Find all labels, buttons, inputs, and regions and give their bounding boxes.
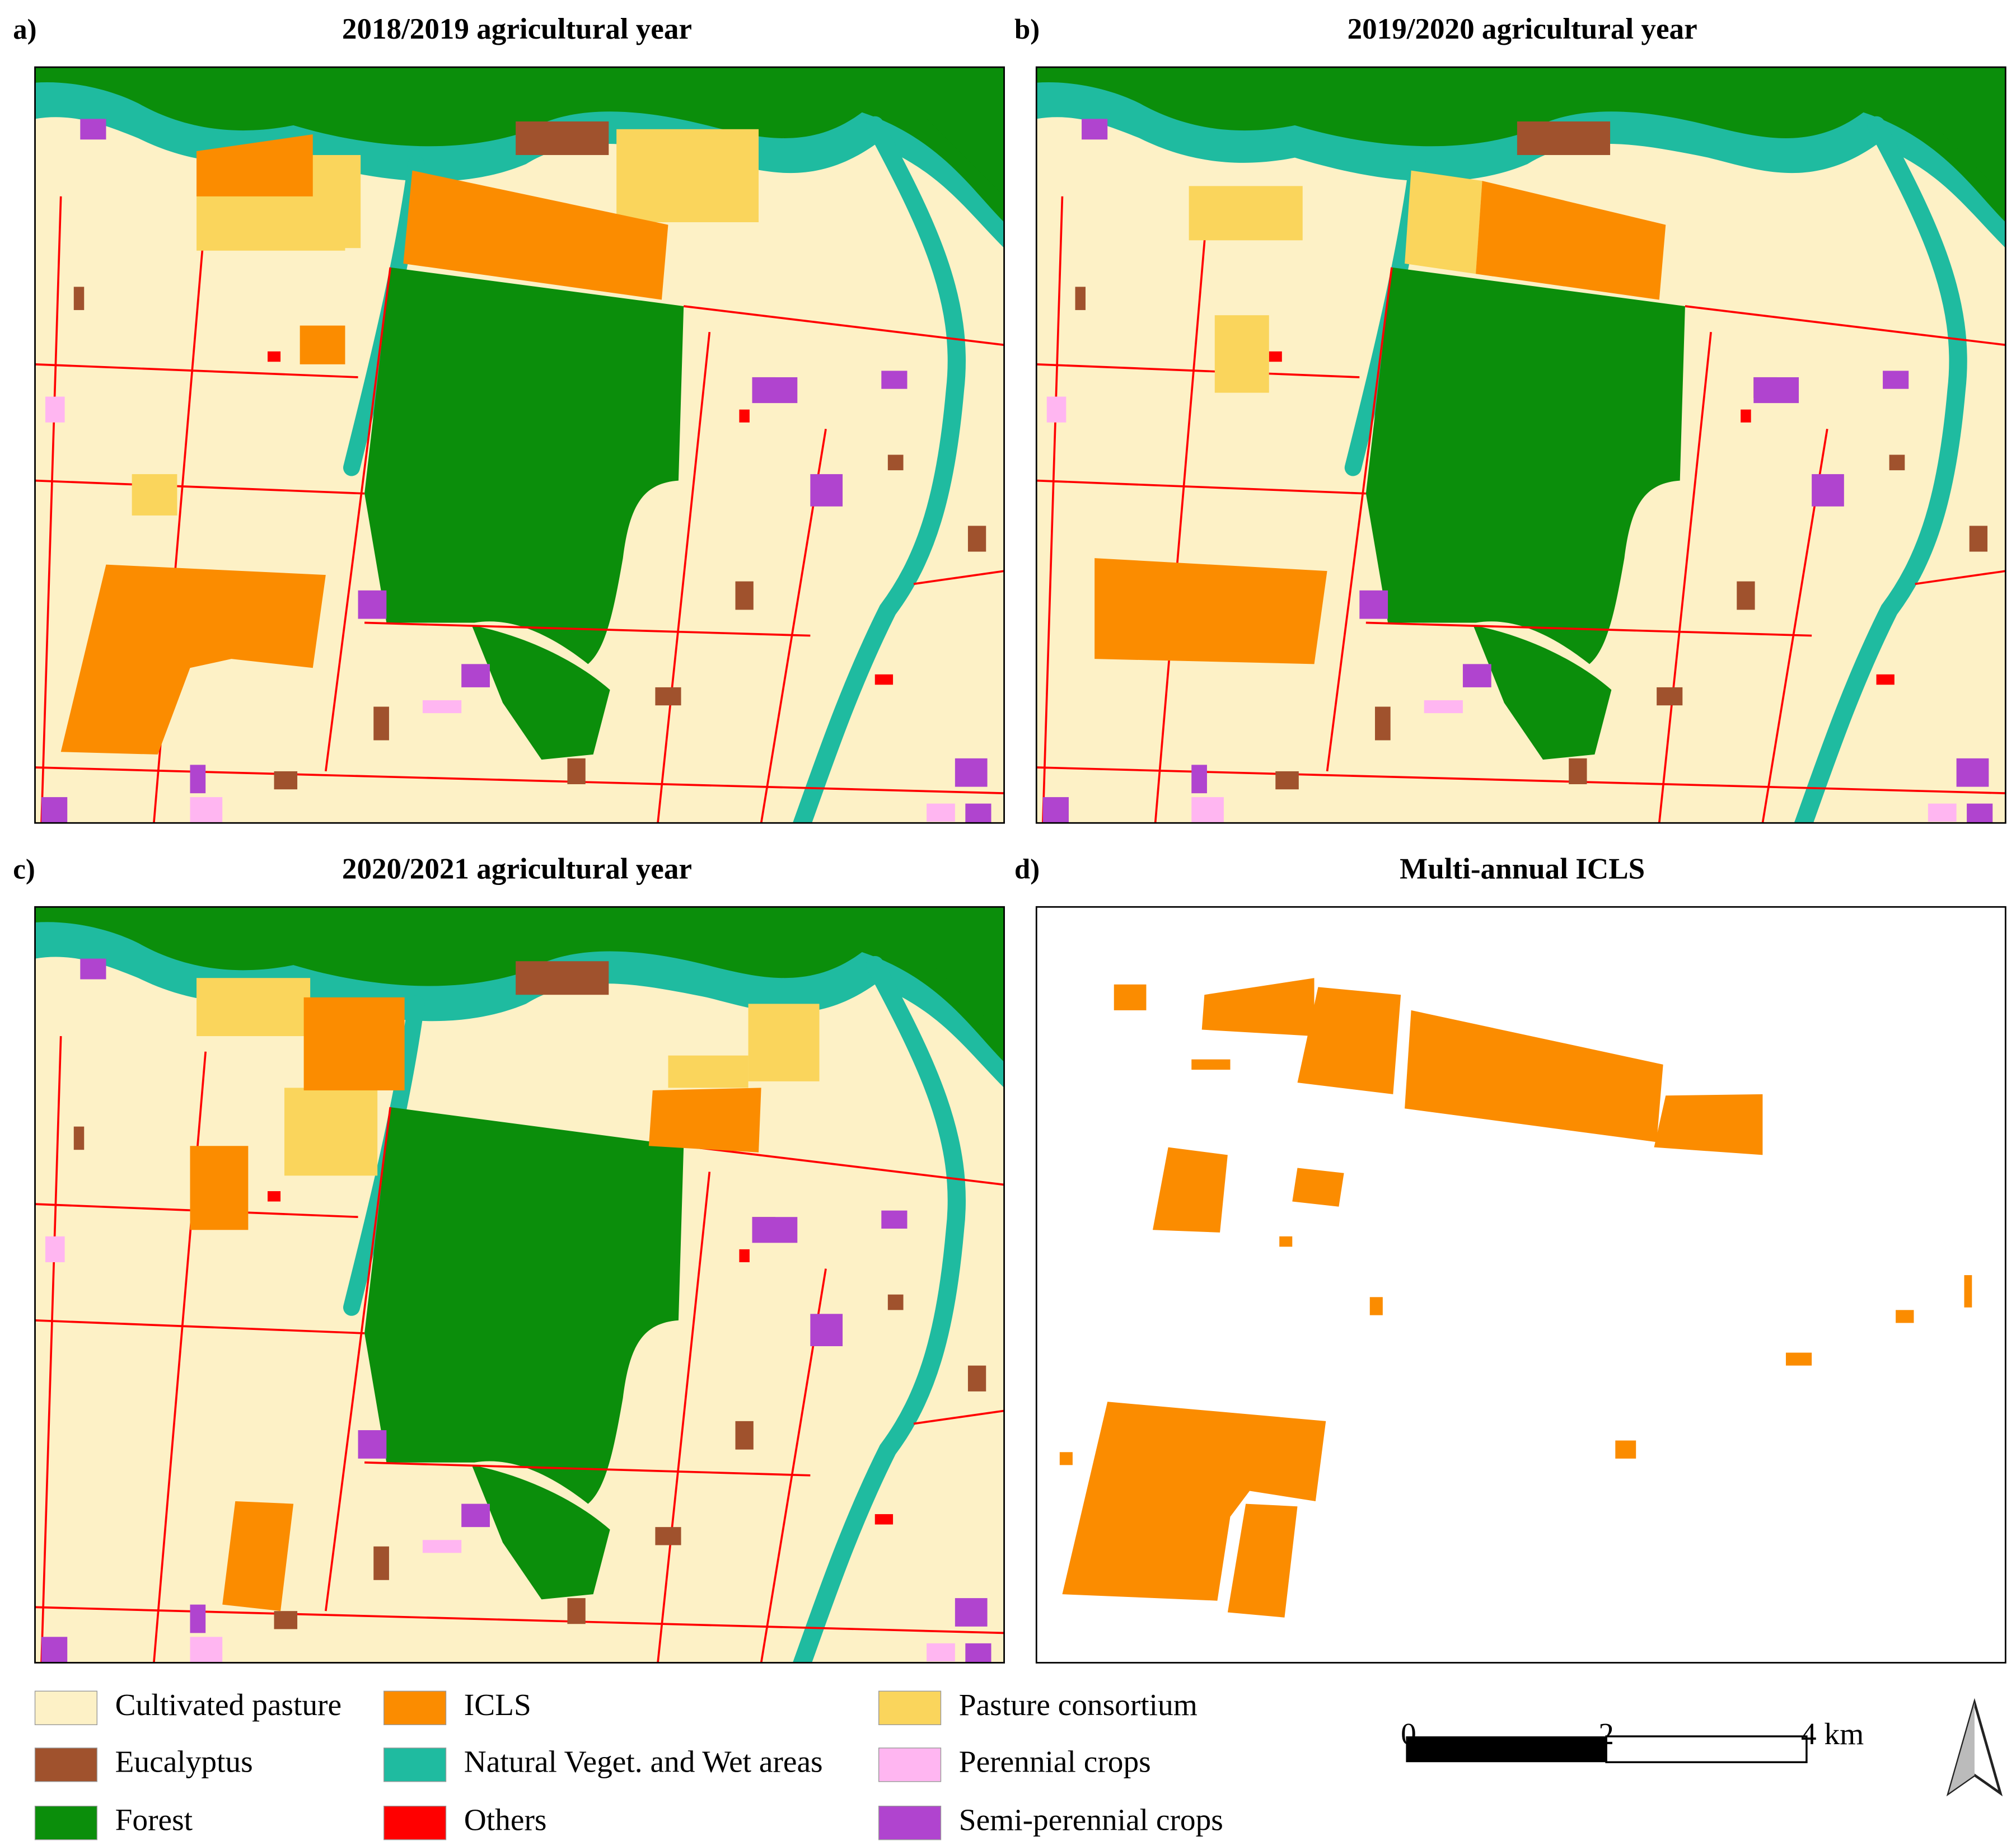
legend-label: ICLS: [464, 1688, 531, 1722]
land-use-map: [35, 907, 1004, 1669]
map-c: [35, 907, 1004, 1669]
panel-title: 2020/2021 agricultural year: [342, 852, 692, 885]
pasture-consortium: [197, 978, 820, 1176]
legend-swatch: [878, 1748, 942, 1782]
icls: [190, 997, 761, 1612]
legend-swatch: [34, 1690, 98, 1725]
legend-label: Natural Veget. and Wet areas: [464, 1745, 823, 1779]
map-frame: [1035, 906, 2006, 1664]
legend-swatch: [34, 1805, 98, 1840]
frames: [34, 66, 2006, 1664]
legend-label: Cultivated pasture: [115, 1688, 342, 1722]
icls: [1094, 181, 1666, 664]
legend-label: Others: [464, 1802, 547, 1837]
icls: [1059, 978, 1972, 1618]
scale-label: 4 km: [1801, 1717, 1864, 1751]
panel-label: a): [13, 13, 36, 45]
legend-label: Perennial crops: [959, 1745, 1151, 1779]
legend-label: Pasture consortium: [959, 1688, 1198, 1722]
land-use-map: [35, 67, 1004, 830]
panel-label: d): [1014, 853, 1040, 884]
legend-swatch: [878, 1690, 942, 1725]
legend-swatch: [383, 1805, 447, 1840]
legend-label: Semi-perennial crops: [959, 1802, 1223, 1837]
scale-label: 0: [1401, 1717, 1416, 1751]
north-arrow: [1946, 1698, 2003, 1797]
panel-title: 2018/2019 agricultural year: [342, 13, 692, 45]
pasture-consortium: [1189, 170, 1482, 393]
scale-label: 2: [1598, 1717, 1614, 1751]
legend-swatch: [383, 1748, 447, 1782]
map-a: [35, 67, 1004, 830]
scale-bar: 0 2 4 km: [1401, 1717, 1864, 1763]
icls: [60, 134, 668, 755]
map-d: [1035, 906, 2006, 1664]
legend-label: Eucalyptus: [115, 1745, 253, 1779]
map-b: [1036, 67, 2005, 830]
legend-swatch: [878, 1805, 942, 1840]
legend-label: Forest: [115, 1802, 193, 1837]
panel-label: c): [13, 853, 35, 884]
panel-title: 2019/2020 agricultural year: [1348, 13, 1697, 45]
legend-swatch: [383, 1690, 447, 1725]
land-use-map: [1036, 67, 2005, 830]
legend-swatch: [34, 1748, 98, 1782]
panel-label: b): [1014, 13, 1040, 45]
panel-title: Multi-annual ICLS: [1400, 852, 1645, 885]
